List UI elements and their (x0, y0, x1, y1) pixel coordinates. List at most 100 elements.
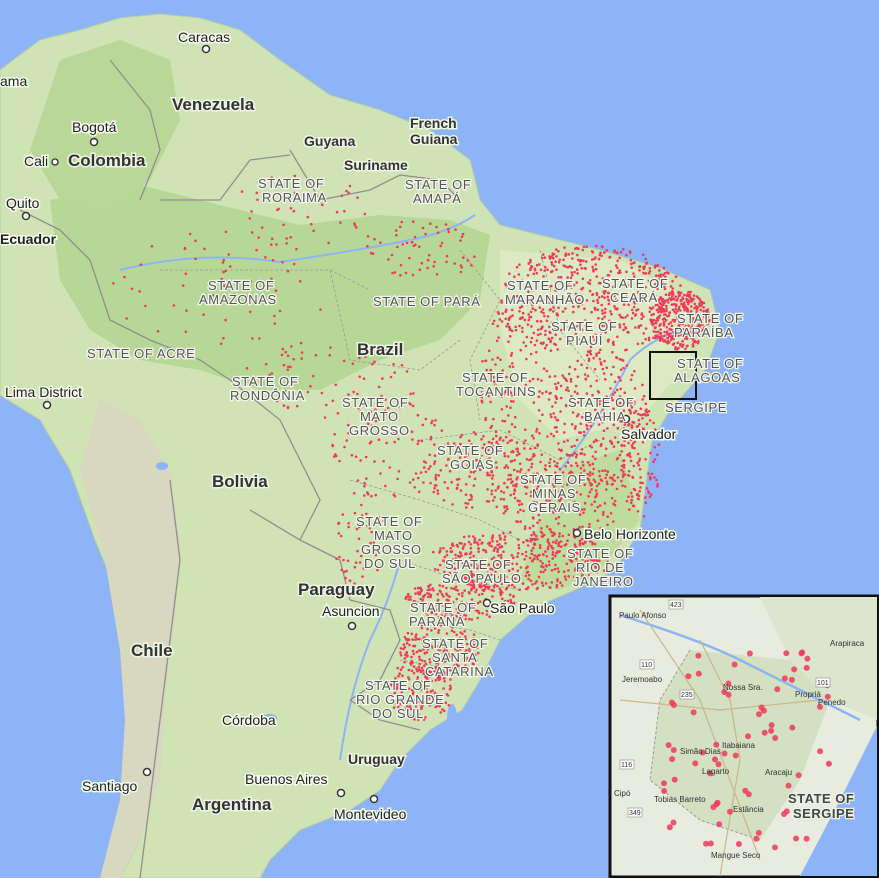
data-point-marker (255, 191, 259, 195)
data-point-marker (610, 396, 613, 400)
data-point-marker (343, 570, 346, 574)
data-point-marker (442, 660, 445, 664)
data-point-marker (603, 251, 606, 254)
data-point-marker (519, 468, 523, 471)
data-point-marker (437, 615, 441, 619)
data-point-marker (546, 315, 550, 318)
data-point-marker (506, 561, 509, 564)
data-point-marker (407, 668, 411, 672)
data-point-marker (518, 503, 521, 507)
data-point-marker (247, 295, 250, 298)
data-point-marker (514, 577, 517, 580)
data-point-marker (362, 567, 366, 570)
data-point-marker (633, 261, 636, 264)
data-point-marker (632, 305, 636, 309)
city-label-asuncion[interactable]: Asuncion (321, 602, 382, 621)
city-label-buenos-aires[interactable]: Buenos Aires (244, 770, 330, 789)
data-point-marker (594, 495, 597, 499)
data-point-marker (488, 615, 491, 618)
city-label-ecuador[interactable]: Ecuador (0, 230, 58, 249)
data-point-marker (395, 683, 399, 686)
inset-data-point-marker (783, 650, 790, 657)
data-point-marker (532, 272, 535, 276)
data-point-marker (403, 660, 406, 664)
data-point-marker (433, 568, 437, 571)
data-point-marker (419, 587, 423, 591)
data-point-marker (657, 443, 661, 446)
city-label-santiago[interactable]: Santiago (81, 777, 139, 796)
data-point-marker (420, 261, 424, 265)
data-point-marker (681, 320, 684, 323)
data-point-marker (413, 644, 417, 648)
data-point-marker (369, 410, 373, 414)
data-point-marker (539, 320, 543, 323)
data-point-marker (501, 444, 504, 448)
data-point-marker (656, 334, 659, 337)
data-point-marker (571, 411, 575, 414)
data-point-marker (570, 395, 573, 398)
data-point-marker (535, 430, 538, 433)
data-point-marker (374, 408, 377, 411)
inset-data-point-marker (795, 772, 802, 779)
inset-ocean (800, 726, 877, 876)
data-point-marker (540, 310, 543, 314)
data-point-marker (682, 301, 686, 305)
data-point-marker (621, 484, 624, 488)
road-number-116: 116 (621, 762, 632, 769)
sergipe-selection-box[interactable] (649, 351, 697, 400)
inset-data-point-marker (710, 804, 717, 811)
data-point-marker (540, 581, 544, 584)
data-point-marker (481, 567, 485, 570)
data-point-marker (492, 556, 496, 559)
data-point-marker (689, 336, 692, 340)
city-label-quito[interactable]: Quito (5, 194, 42, 213)
data-point-marker (407, 676, 410, 679)
data-point-marker (532, 500, 536, 504)
data-point-marker (503, 466, 507, 469)
data-point-marker (420, 659, 424, 662)
data-point-marker (560, 584, 564, 587)
data-point-marker (397, 674, 400, 678)
data-point-marker (467, 591, 471, 594)
city-label-panama[interactable]: ama (0, 72, 29, 91)
sergipe-inset[interactable]: Paulo Afonso Arapiraca Jeremoabo Nossa S… (608, 594, 879, 878)
city-label-lima[interactable]: Lima District (4, 383, 84, 402)
data-point-marker (494, 461, 498, 464)
data-point-marker (609, 512, 613, 515)
data-point-marker (518, 462, 522, 466)
data-point-marker (251, 337, 254, 340)
data-point-marker (464, 637, 468, 641)
data-point-marker (407, 598, 411, 601)
city-label-cali[interactable]: Cali (23, 152, 50, 171)
data-point-marker (432, 550, 435, 554)
data-point-marker (590, 483, 594, 486)
city-label-salvador[interactable]: Salvador (620, 425, 679, 444)
data-point-marker (463, 589, 467, 592)
data-point-marker (631, 397, 634, 400)
data-point-marker (604, 454, 607, 457)
data-point-marker (417, 439, 420, 443)
city-label-cordoba[interactable]: Córdoba (221, 711, 278, 730)
data-point-marker (481, 541, 484, 544)
data-point-marker (641, 413, 644, 417)
data-point-marker (590, 325, 593, 329)
data-point-marker (544, 564, 548, 567)
data-point-marker (459, 239, 462, 242)
data-point-marker (477, 550, 480, 553)
city-label-bogota[interactable]: Bogotá (71, 118, 119, 137)
data-point-marker (464, 552, 467, 556)
data-point-marker (478, 600, 482, 603)
data-point-marker (558, 479, 561, 483)
city-label-belo-horizonte[interactable]: Belo Horizonte (583, 525, 678, 544)
data-point-marker (415, 667, 418, 671)
city-label-sao-paulo[interactable]: São Paulo (489, 599, 557, 618)
inset-label-itabaiana: Itabaiana (722, 741, 755, 750)
data-point-marker (600, 399, 603, 403)
data-point-marker (635, 300, 639, 304)
data-point-marker (477, 593, 481, 597)
city-label-caracas[interactable]: Caracas (177, 28, 232, 47)
data-point-marker (491, 322, 495, 326)
city-label-montevideo[interactable]: Montevideo (333, 805, 409, 824)
inset-label-simao-dias: Simão Dias (680, 747, 721, 756)
